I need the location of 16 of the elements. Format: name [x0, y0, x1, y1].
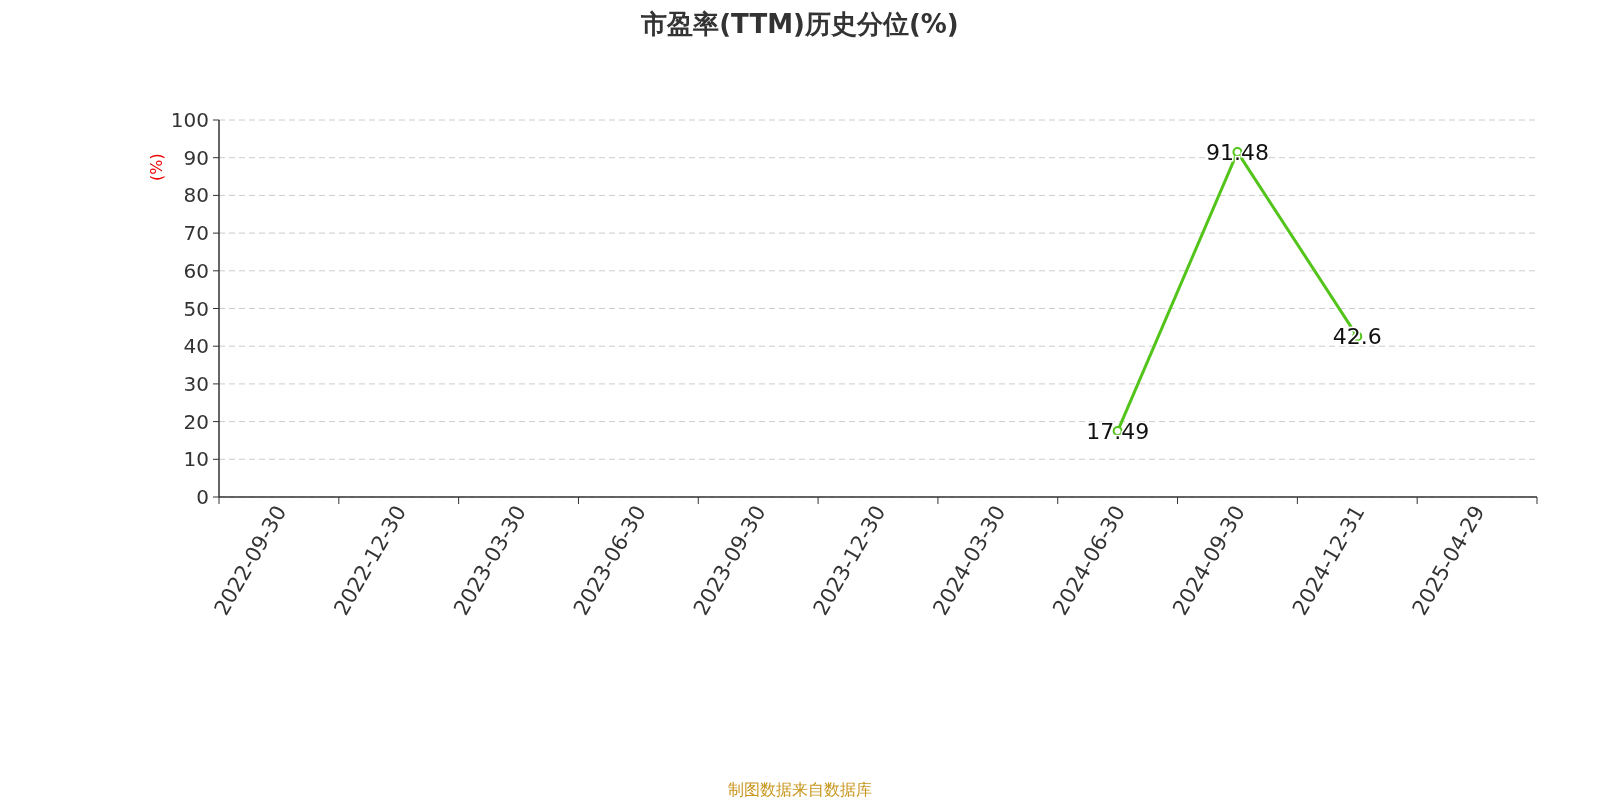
- y-tick-label: 10: [183, 447, 209, 472]
- text: 制图数据来自数据库: [728, 780, 872, 799]
- y-axis-title: (%): [147, 153, 166, 181]
- y-tick-label: 80: [183, 183, 209, 208]
- data-label: 42.6: [1332, 324, 1382, 350]
- y-tick-label: 100: [170, 108, 209, 132]
- y-tick-label: 30: [183, 371, 209, 396]
- y-tick-label: 50: [183, 296, 209, 321]
- y-tick-label: 20: [183, 409, 209, 434]
- y-tick-label: 90: [183, 145, 209, 170]
- data-label: 17.49: [1086, 419, 1150, 445]
- y-tick-label: 0: [196, 485, 209, 509]
- y-tick-label: 40: [183, 334, 209, 359]
- y-tick-label: 70: [183, 221, 209, 246]
- y-tick-label: 60: [183, 258, 209, 283]
- chart-title: 市盈率(TTM)历史分位(%): [640, 9, 959, 39]
